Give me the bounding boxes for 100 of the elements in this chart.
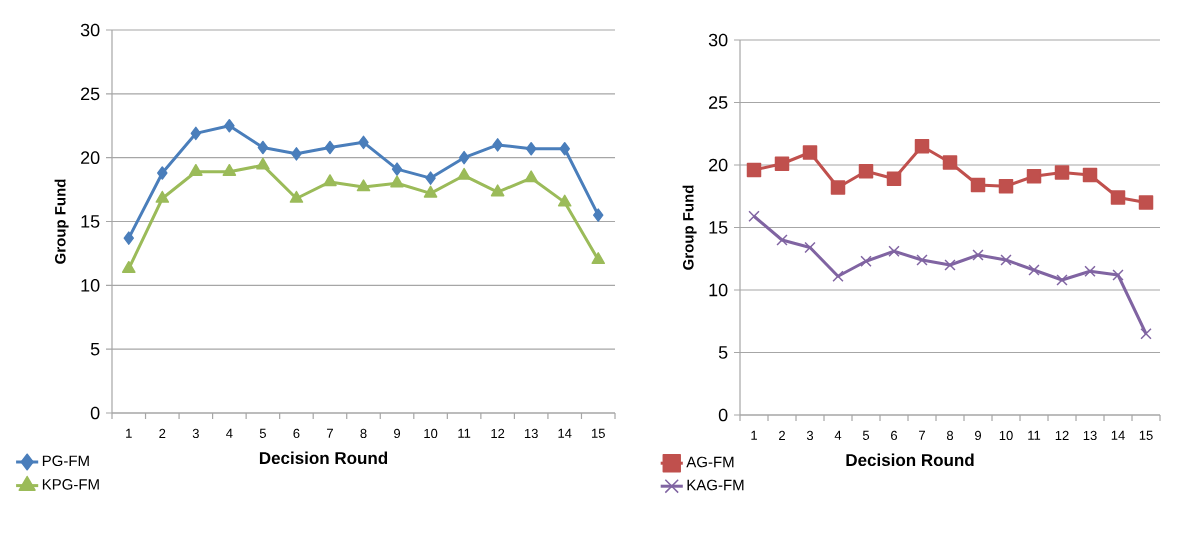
point (458, 150, 470, 165)
point (256, 157, 270, 170)
point (1028, 264, 1040, 276)
point (490, 184, 505, 197)
point (1026, 169, 1042, 184)
y-axis-title: Group Fund (54, 179, 69, 264)
y-tick-label: 0 (90, 406, 100, 420)
x-tick-label: 15 (1139, 430, 1153, 440)
x-tick-label: 5 (862, 430, 870, 440)
x-tick-label: 6 (891, 430, 898, 441)
point (1082, 167, 1098, 183)
point (257, 140, 269, 155)
point (858, 164, 874, 179)
point (525, 141, 537, 156)
y-tick-label: 5 (718, 346, 728, 359)
y-tick-label: 30 (80, 23, 100, 37)
point (155, 190, 170, 203)
x-tick-label: 2 (779, 430, 785, 440)
x-axis-title: Decision Round (259, 451, 388, 465)
point (425, 171, 436, 185)
y-tick-label: 5 (90, 342, 100, 356)
x-tick-label: 10 (424, 428, 438, 439)
x-tick-label: 4 (834, 430, 842, 440)
point (121, 260, 136, 273)
x-tick-label: 12 (491, 428, 505, 438)
point (748, 210, 760, 222)
point (358, 135, 369, 150)
x-tick-label: 9 (394, 428, 401, 439)
point (289, 190, 304, 203)
x-tick-label: 8 (360, 428, 367, 439)
point (746, 162, 762, 178)
point (1140, 328, 1152, 340)
point (592, 208, 604, 222)
x-tick-label: 3 (806, 430, 814, 441)
point (832, 270, 844, 282)
point (914, 139, 930, 154)
y-axis-title: Group Fund (682, 185, 697, 270)
point (423, 185, 438, 198)
x-tick-label: 4 (226, 428, 233, 438)
x-tick-label: 5 (259, 428, 266, 438)
x-axis-title: Decision Round (846, 453, 974, 467)
point (324, 140, 336, 155)
point (804, 241, 816, 254)
point (157, 166, 168, 180)
y-tick-label: 25 (81, 87, 100, 101)
y-tick-label: 25 (709, 96, 728, 109)
x-tick-label: 11 (458, 428, 471, 438)
point (291, 147, 302, 161)
point (1056, 274, 1068, 286)
point (190, 126, 202, 141)
point (942, 155, 958, 170)
point (189, 163, 203, 176)
x-tick-label: 14 (1111, 430, 1125, 440)
x-tick-label: 15 (591, 428, 605, 438)
point (557, 194, 572, 207)
x-tick-label: 7 (327, 428, 333, 438)
y-tick-label: 10 (81, 278, 100, 292)
y-tick-label: 10 (709, 283, 728, 297)
x-tick-label: 6 (293, 428, 300, 439)
point (776, 234, 788, 246)
y-tick-label: 30 (708, 33, 728, 47)
point (559, 141, 570, 156)
point (972, 249, 984, 261)
x-tick-label: 11 (1028, 430, 1041, 440)
x-tick-label: 13 (1083, 430, 1097, 441)
point (1138, 195, 1154, 210)
x-tick-label: 8 (946, 430, 954, 441)
x-tick-label: 9 (975, 430, 981, 441)
x-tick-label: 12 (1055, 430, 1069, 440)
point (524, 170, 538, 183)
x-tick-label: 14 (558, 428, 572, 438)
point (123, 231, 135, 245)
point (224, 119, 235, 133)
x-tick-label: 7 (919, 430, 925, 440)
point (886, 171, 902, 186)
point (222, 163, 237, 176)
point (944, 259, 956, 271)
y-tick-label: 15 (81, 215, 100, 228)
legend-label: KPG-FM (42, 479, 99, 490)
x-tick-label: 3 (192, 428, 199, 439)
x-tick-label: 1 (126, 428, 132, 438)
legend-label: KAG-FM (687, 479, 744, 491)
point (323, 174, 337, 187)
x-tick-label: 2 (159, 428, 166, 438)
point (492, 138, 503, 152)
point (391, 162, 403, 176)
point (830, 180, 846, 195)
y-tick-label: 20 (81, 151, 100, 165)
legend-label: AG-FM (686, 456, 734, 468)
point (1000, 254, 1012, 266)
point (390, 175, 404, 188)
x-tick-label: 1 (751, 430, 757, 440)
y-tick-label: 20 (709, 158, 728, 172)
point (1112, 269, 1124, 281)
point (916, 254, 928, 266)
point (774, 156, 790, 171)
point (457, 167, 471, 180)
point (356, 179, 371, 192)
point (802, 145, 818, 160)
y-tick-label: 0 (718, 408, 728, 422)
